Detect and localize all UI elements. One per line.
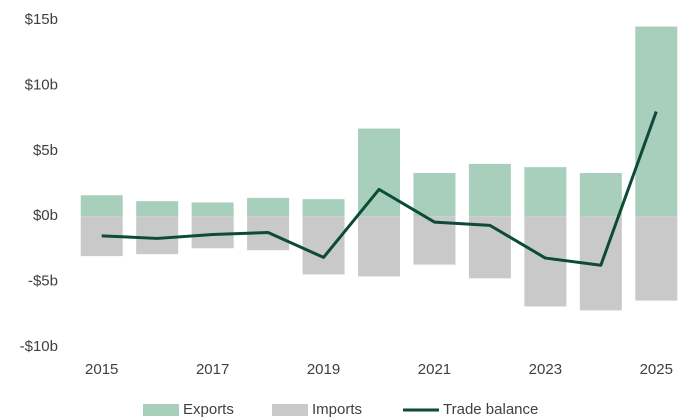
bar <box>413 173 456 217</box>
bar <box>302 216 345 275</box>
bar <box>247 197 290 217</box>
bar <box>468 163 511 217</box>
bar <box>579 173 622 217</box>
legend-swatch <box>272 404 308 416</box>
x-tick-label: 2019 <box>307 361 340 378</box>
x-tick-label: 2025 <box>640 361 673 378</box>
bar <box>136 216 179 255</box>
line <box>101 111 658 267</box>
legend-swatch <box>143 404 179 416</box>
bar <box>191 202 234 217</box>
bar <box>524 167 567 217</box>
y-tick-label: $0b <box>33 207 58 224</box>
legend-label: Trade balance <box>443 401 538 418</box>
bar <box>302 199 345 217</box>
legend-label: Exports <box>183 401 234 418</box>
bar <box>635 216 678 301</box>
y-tick-label: $10b <box>25 76 58 93</box>
y-tick-label: $15b <box>25 11 58 28</box>
y-tick-label: $5b <box>33 142 58 159</box>
y-tick-label: -$5b <box>28 273 58 290</box>
bar <box>358 216 400 277</box>
bar <box>191 216 234 249</box>
bar <box>358 128 400 217</box>
x-tick-label: 2021 <box>418 361 451 378</box>
x-tick-label: 2023 <box>529 361 562 378</box>
legend-label: Imports <box>312 401 362 418</box>
x-tick-label: 2017 <box>196 361 229 378</box>
y-tick-label: -$10b <box>20 338 58 355</box>
bar <box>80 195 123 217</box>
bar <box>136 201 179 217</box>
x-tick-label: 2015 <box>85 361 118 378</box>
bar <box>635 26 678 217</box>
